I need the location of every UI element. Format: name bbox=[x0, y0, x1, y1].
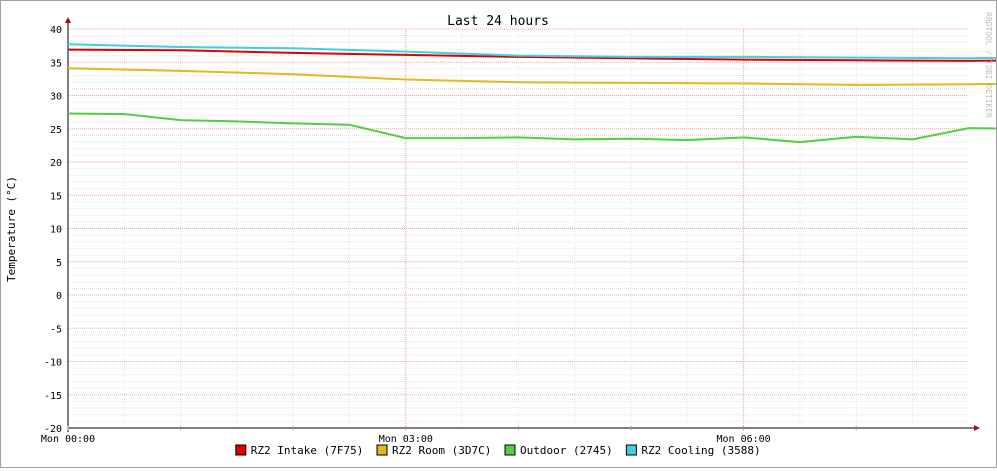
y-axis-label: Temperature (°C) bbox=[5, 176, 18, 282]
y-tick-label: 5 bbox=[56, 258, 62, 269]
legend-swatch-1 bbox=[235, 444, 247, 456]
x-tick-label: Mon 03:00 bbox=[379, 434, 433, 445]
legend-label-1: RZ2 Intake (7F75) bbox=[251, 444, 364, 457]
legend-swatch-3 bbox=[504, 444, 516, 456]
y-tick-label: -20 bbox=[44, 424, 62, 435]
y-tick-label: 40 bbox=[50, 25, 62, 36]
major-grid bbox=[68, 28, 968, 429]
legend-swatch-4 bbox=[625, 444, 637, 456]
y-tick-label: -10 bbox=[44, 358, 62, 369]
legend-label-4: RZ2 Cooling (3588) bbox=[641, 444, 760, 457]
y-tick-label: 35 bbox=[50, 58, 62, 69]
minor-grid bbox=[68, 29, 968, 428]
chart-title: Last 24 hours bbox=[447, 14, 549, 29]
legend: RZ2 Intake (7F75) RZ2 Room (3D7C) Outdoor … bbox=[235, 444, 761, 457]
series-line-1 bbox=[67, 48, 997, 62]
x-tick-label: Mon 00:00 bbox=[41, 434, 95, 445]
y-tick-label: 25 bbox=[50, 125, 62, 136]
y-tick-label: -5 bbox=[50, 324, 62, 335]
y-axis-tick-labels: 40 35 30 25 20 15 10 5 0 -5 -10 -15 -20 bbox=[44, 25, 62, 435]
x-tick-label: Mon 06:00 bbox=[717, 434, 771, 445]
legend-label-3: Outdoor (2745) bbox=[520, 444, 613, 457]
series-lines bbox=[67, 43, 997, 144]
x-axis-arrow-icon bbox=[974, 425, 980, 431]
axes bbox=[65, 17, 980, 432]
y-axis-arrow-icon bbox=[65, 17, 71, 23]
series-line-2 bbox=[67, 67, 997, 86]
legend-label-2: RZ2 Room (3D7C) bbox=[392, 444, 491, 457]
series-line-4 bbox=[67, 43, 997, 60]
y-tick-label: 30 bbox=[50, 92, 62, 103]
y-tick-label: 0 bbox=[56, 291, 62, 302]
rrdtool-watermark: RRDTOOL / TOBI OETIKER bbox=[984, 12, 993, 118]
y-tick-label: 10 bbox=[50, 225, 62, 236]
legend-swatch-2 bbox=[376, 444, 388, 456]
series-line-3 bbox=[67, 112, 997, 144]
y-tick-label: -15 bbox=[44, 391, 62, 402]
y-tick-label: 20 bbox=[50, 158, 62, 169]
y-tick-label: 15 bbox=[50, 191, 62, 202]
